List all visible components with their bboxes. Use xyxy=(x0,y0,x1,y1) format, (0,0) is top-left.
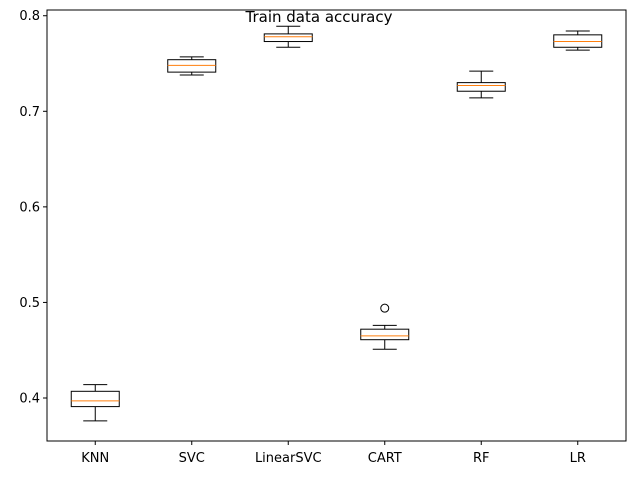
box-rf xyxy=(456,70,506,99)
iqr-box xyxy=(263,33,313,43)
box-lr xyxy=(553,30,603,51)
iqr-box xyxy=(70,390,120,408)
box-knn xyxy=(70,384,120,422)
y-tick-label: 0.7 xyxy=(19,105,40,120)
chart-title: Train data accuracy xyxy=(245,8,393,26)
x-axis: KNN SVC LinearSVC CART RF LR xyxy=(81,441,586,466)
y-tick-label: 0.8 xyxy=(19,9,40,24)
iqr-box xyxy=(360,328,410,341)
box-linearsvc xyxy=(263,25,313,48)
y-tick-label: 0.5 xyxy=(19,296,40,311)
axes-frame xyxy=(46,9,627,442)
x-tick-label: SVC xyxy=(179,451,205,466)
x-tick-label: CART xyxy=(368,451,402,466)
x-tick-label: LR xyxy=(570,451,586,466)
x-tick-label: KNN xyxy=(81,451,109,466)
outlier-point xyxy=(380,303,390,313)
iqr-box xyxy=(456,82,506,92)
box-svc xyxy=(167,56,217,76)
plot-area xyxy=(70,25,603,422)
x-tick-label: LinearSVC xyxy=(255,451,322,466)
y-axis: 0.4 0.5 0.6 0.7 0.8 xyxy=(19,9,47,406)
y-tick-label: 0.6 xyxy=(19,200,40,215)
box-cart xyxy=(360,303,410,350)
x-tick-label: RF xyxy=(473,451,490,466)
y-tick-label: 0.4 xyxy=(19,391,40,406)
